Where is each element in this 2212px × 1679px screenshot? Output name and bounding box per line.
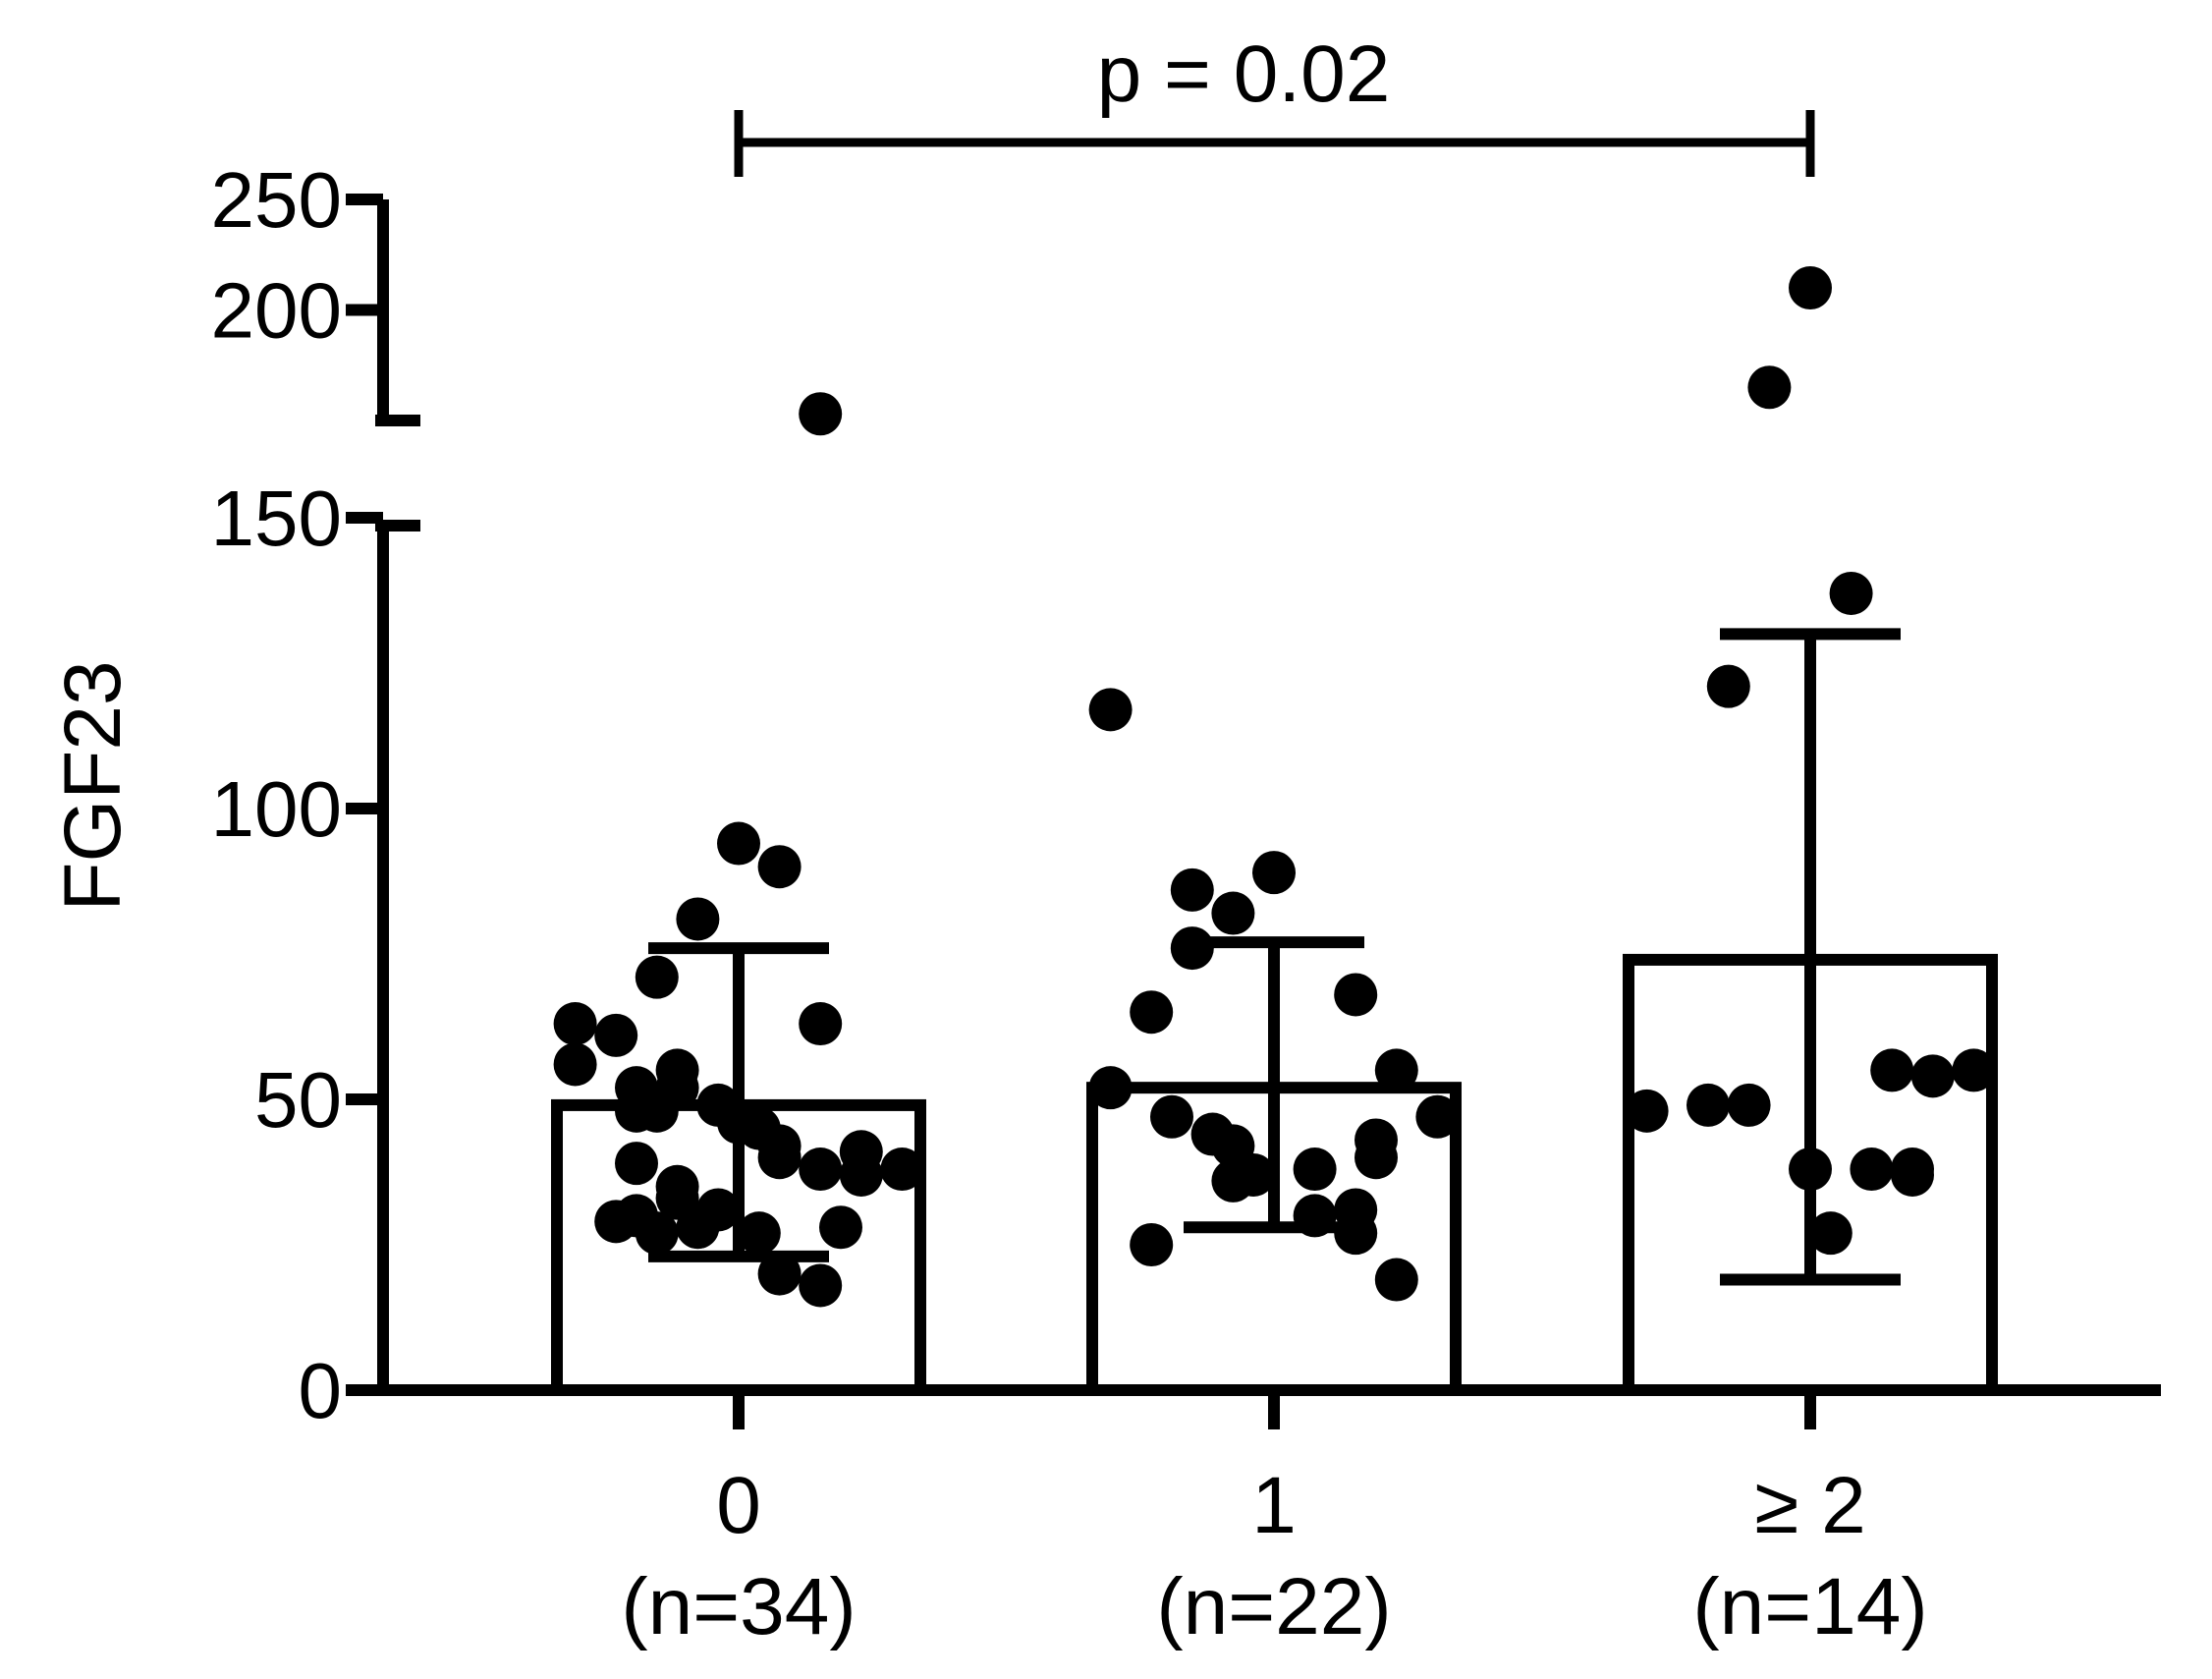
data-point (615, 1142, 658, 1186)
y-tick-label: 200 (211, 267, 342, 355)
x-tick-label: 0 (716, 1461, 761, 1550)
y-tick-label: 250 (211, 156, 342, 244)
data-point (1870, 1048, 1914, 1092)
data-points (553, 266, 1996, 1308)
data-point (757, 1252, 802, 1296)
data-point (1252, 851, 1296, 895)
data-point (1415, 1094, 1460, 1139)
data-point (1150, 1094, 1193, 1139)
data-point (1170, 926, 1214, 971)
data-point (757, 1136, 802, 1180)
data-point (799, 1263, 843, 1308)
data-point (1829, 571, 1873, 615)
x-tick-count-label: (n=14) (1692, 1562, 1927, 1651)
data-point (1293, 1147, 1337, 1192)
data-point (880, 1147, 924, 1192)
data-point (1211, 891, 1255, 935)
data-point (757, 845, 802, 889)
data-point (1687, 1083, 1730, 1127)
data-point (1334, 1211, 1378, 1256)
tick-labels: 0 50 100 150 200 250 0 (n=34) 1 (n=22) ≥ 2 (n=14) (211, 156, 1928, 1651)
data-point (1130, 1223, 1174, 1266)
y-tick-label: 150 (211, 475, 342, 562)
data-point (1374, 1048, 1418, 1092)
data-point (799, 1147, 843, 1192)
data-point (799, 392, 843, 436)
x-tick-count-label: (n=22) (1156, 1562, 1391, 1651)
data-point (594, 1013, 638, 1057)
data-point (553, 1002, 597, 1046)
data-point (839, 1152, 883, 1197)
y-axis-label: FGF23 (48, 660, 138, 911)
data-point (737, 1211, 781, 1256)
data-point (1808, 1211, 1853, 1256)
data-point (1170, 867, 1214, 912)
data-point (1850, 1147, 1894, 1192)
data-point (1789, 1147, 1832, 1192)
data-point (1952, 1048, 1996, 1092)
data-point (1374, 1258, 1418, 1302)
y-tick-label: 0 (299, 1347, 343, 1434)
data-point (1088, 688, 1133, 732)
data-point (1747, 365, 1792, 410)
data-point (635, 1211, 679, 1256)
data-point (1789, 266, 1832, 309)
data-point (1334, 973, 1378, 1017)
data-point (717, 821, 760, 866)
data-point (819, 1205, 862, 1250)
y-tick-label: 100 (211, 765, 342, 853)
x-tick-label: ≥ 2 (1754, 1461, 1865, 1550)
data-point (1355, 1136, 1398, 1180)
data-point (594, 1200, 638, 1244)
x-tick-count-label: (n=34) (621, 1562, 856, 1651)
data-point (676, 1205, 720, 1250)
data-point (1211, 1158, 1255, 1203)
significance-label: p = 0.02 (1097, 29, 1391, 119)
data-point (799, 1002, 843, 1046)
data-point (1706, 664, 1750, 708)
data-point (1088, 1066, 1133, 1110)
data-point (1891, 1152, 1934, 1197)
data-point (676, 897, 720, 941)
data-point (1910, 1054, 1955, 1098)
data-point (635, 955, 679, 999)
data-point (635, 1089, 679, 1133)
x-tick-label: 1 (1251, 1461, 1297, 1550)
data-point (1211, 1124, 1255, 1168)
y-tick-label: 50 (254, 1056, 342, 1144)
data-point (1293, 1194, 1337, 1238)
data-point (1727, 1083, 1771, 1127)
data-point (553, 1042, 597, 1087)
data-point (1130, 990, 1174, 1035)
data-point (1625, 1089, 1669, 1133)
